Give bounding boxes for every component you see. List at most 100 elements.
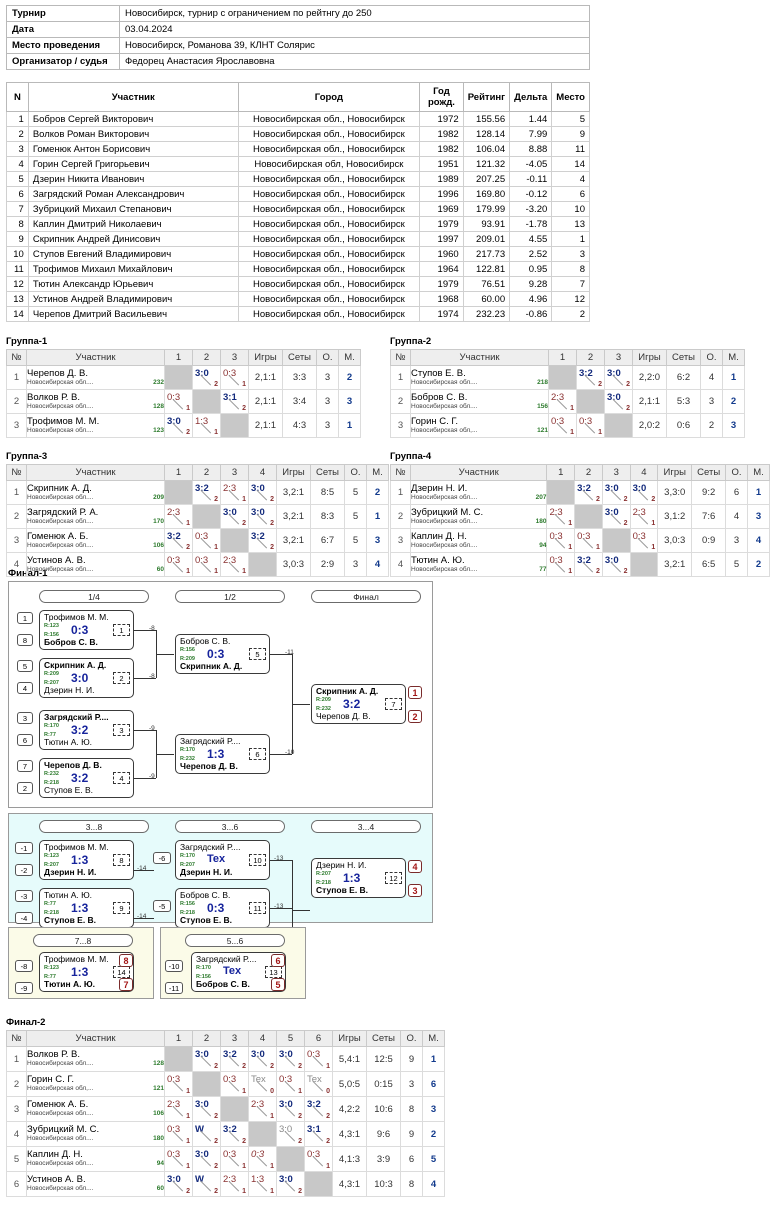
score-value: 0:3 [577, 531, 591, 542]
group-title: Группа-2 [390, 336, 432, 347]
match-box[interactable]: Трофимов М. М. R:123 1:3 8 R:207 Дзерин Н. И. [39, 840, 134, 880]
match-box[interactable]: Трофимов М. М. R:123 0:3 1 R:156 Бобров С. В. [39, 610, 134, 650]
match-box[interactable]: Черепов Д. В. R:232 3:2 4 R:218 Ступов Е. В. [39, 758, 134, 798]
match-cell: 3:0 2 [164, 413, 193, 438]
match-box[interactable]: Загрядский Р.... R:170 1:3 6 R:232 Черепов Д.… [175, 734, 270, 774]
player-cell: Гоменюк А. Б. Новосибирская обл.... 106 [26, 528, 165, 553]
rating-top: R:123 [44, 623, 59, 629]
score-cell: 0:3 1 [631, 528, 658, 552]
match-cell-empty [574, 504, 603, 529]
score-value: 0:3 [251, 1149, 265, 1160]
player-rating: 121 [153, 1085, 164, 1092]
score-value: 0:3 [307, 1049, 321, 1060]
match-cell: 2:3 1 [164, 504, 193, 529]
match-box[interactable]: Тютин А. Ю. R:77 1:3 9 R:218 Ступов Е. В. [39, 888, 134, 928]
table-row: 1 Черепов Д. В. Новосибирская обл.... 232 3:… [6, 365, 361, 390]
match-cell: 0:3 1 [574, 528, 603, 553]
player-cell: Устинов А. В. Новосибирская обл.... 60 [26, 1171, 165, 1197]
info-row: Дата 03.04.2024 [6, 21, 590, 38]
match-box[interactable]: Загрядский Р.... R:170 3:2 3 R:77 Тютин А. Ю. [39, 710, 134, 750]
score-value: 3:2 [195, 483, 209, 494]
score-value: 3:1 [307, 1124, 321, 1135]
players-cell: 1997 [419, 231, 464, 247]
rating-top: R:209 [316, 697, 331, 703]
player-name: Бобров С. В. [411, 391, 468, 403]
sets-count: 2 [242, 405, 246, 412]
sets-count: 1 [242, 381, 246, 388]
table-row: 2 Горин С. Г. Новосибирская обл,... 121 0:3 1… [6, 1071, 445, 1097]
player-cell: Каплин Д. Н. Новосибирская обл.... 94 [26, 1146, 165, 1172]
players-cell: Новосибирская обл., Новосибирск [237, 111, 421, 127]
players-cell: 1964 [419, 261, 464, 277]
score-value: 0:3 [167, 1074, 181, 1085]
panel-5-6: 5...6 -10 -11 Загрядский Р.... R:170 Tex 13 R:1… [160, 927, 306, 999]
table-row: 1 Волков Р. В. Новосибирская обл.... 128 3:0… [6, 1046, 445, 1072]
players-cell: 1968 [419, 291, 464, 307]
match-player-bottom: Черепов Д. В. [316, 711, 371, 721]
player-subline: Новосибирская обл.... 128 [27, 1060, 164, 1068]
score-value: 0:3 [167, 1149, 181, 1160]
score-cell: 3:0 2 [249, 1046, 277, 1071]
sets-cell: 9:2 [691, 480, 727, 505]
players-cell: 155.56 [462, 111, 511, 127]
info-row: Турнир Новосибирск, турнир с ограничением… [6, 5, 590, 22]
players-cell: -0.86 [509, 306, 553, 322]
match-box[interactable]: Бобров С. В. R:156 0:3 5 R:209 Скрипник А. Д. [175, 634, 270, 674]
seed-bottom: -9 [15, 982, 33, 994]
player-subline: Новосибирская обл.... 123 [27, 427, 164, 435]
seed-top: 1 [17, 612, 33, 624]
match-box[interactable]: Скрипник А. Д. R:209 3:0 2 R:207 Дзерин Н. И. [39, 658, 134, 698]
final2-header-cell: № [6, 1030, 27, 1047]
sets-cell: 7:6 [691, 504, 727, 529]
player-name: Горин С. Г. [411, 415, 459, 427]
score-cell: 3:0 2 [193, 1046, 221, 1071]
sets-count: 0 [270, 1088, 274, 1095]
place-cell: 4 [366, 552, 389, 577]
score-cell: 3:2 2 [165, 528, 193, 552]
match-box[interactable]: Трофимов М. М. R:123 1:3 14 R:77 Тютин А. Ю. [39, 952, 134, 992]
final2-header-cell: 6 [304, 1030, 333, 1047]
row-number: 6 [6, 1171, 27, 1197]
match-box[interactable]: Скрипник А. Д. R:209 3:2 7 R:232 Черепов Д. В… [311, 684, 406, 724]
match-cell: 3:2 2 [220, 1046, 249, 1072]
row-number: 1 [6, 365, 27, 390]
sets-count: 2 [186, 1188, 190, 1195]
match-cell-empty [192, 504, 221, 529]
players-cell: -4.05 [509, 156, 553, 172]
player-subline: Новосибирская обл.... 77 [411, 566, 547, 574]
final2-header-cell: Участник [26, 1030, 165, 1047]
player-city: Новосибирская обл.... [27, 378, 94, 386]
match-cell: 3:2 2 [574, 480, 603, 505]
sets-count: 1 [186, 1163, 190, 1170]
row-number: 1 [390, 365, 411, 390]
player-rating: 218 [537, 378, 548, 386]
edge-label: -9 [149, 725, 155, 732]
player-name: Волков Р. В. [27, 1049, 80, 1060]
match-box[interactable]: Загрядский Р.... R:170 Tex 10 R:207 Дзерин Н.… [175, 840, 270, 880]
match-cell: 3:2 2 [304, 1096, 333, 1122]
table-row: 4 Тютин А. Ю. Новосибирская обл.... 77 0:3 1 3… [390, 552, 770, 577]
match-cell: 0:3 1 [629, 528, 659, 553]
match-box[interactable]: Бобров С. В. R:156 0:3 11 R:218 Ступов Е. В. [175, 888, 270, 928]
points-cell: 2 [700, 413, 723, 438]
match-box[interactable]: Дзерин Н. И. R:207 1:3 12 R:218 Ступов Е. В. [311, 858, 406, 898]
games-cell: 5,0:5 [332, 1071, 367, 1097]
group-header-row: № Участник 1 2 3 4 Игры Сеты О. М. [6, 464, 389, 481]
match-player-top: Загрядский Р.... [196, 954, 257, 964]
match-cell: 3:0 2 [220, 504, 249, 529]
group-header-cell: Игры [248, 349, 283, 366]
group-header-cell: О. [316, 349, 339, 366]
edge-label: -14 [137, 913, 147, 920]
place-badge-seventh: 7 [119, 978, 133, 991]
sets-count: 2 [651, 496, 656, 503]
score-value: 0:3 [167, 555, 181, 566]
players-cell: Новосибирская обл., Новосибирск [237, 186, 421, 202]
group-header-cell: 2 [192, 349, 221, 366]
match-box[interactable]: Загрядский Р.... R:170 Tex 13 R:156 Бобров С.… [191, 952, 286, 992]
place-cell: 5 [422, 1146, 445, 1172]
sets-count: 2 [595, 568, 600, 575]
match-cell: 2:3 1 [220, 552, 249, 577]
player-rating: 123 [153, 426, 164, 434]
player-city: Новосибирская обл.... [27, 1160, 94, 1167]
